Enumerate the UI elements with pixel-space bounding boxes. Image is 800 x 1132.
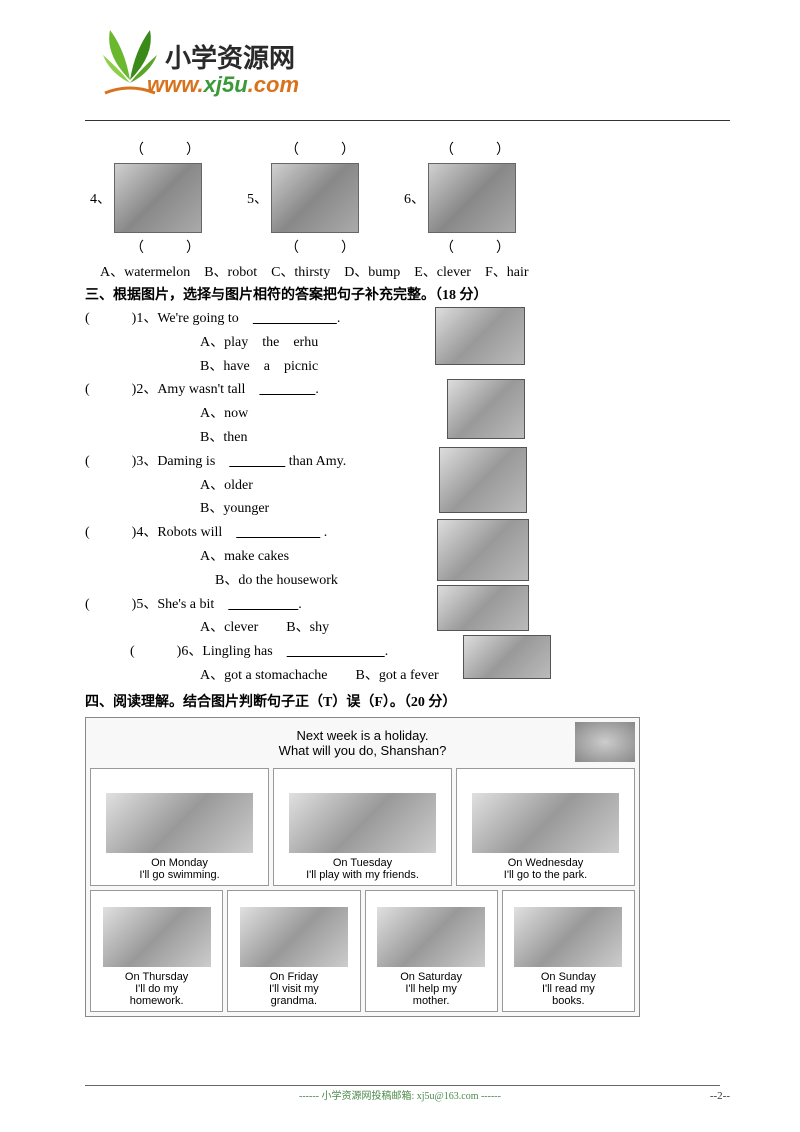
cell-image xyxy=(514,907,622,967)
reading-panel: Next week is a holiday. What will you do… xyxy=(85,717,640,1017)
image-row: 4、 5、 6、 xyxy=(90,163,730,233)
cell-image xyxy=(240,907,348,967)
header-logo: 小学资源网 www.xj5u.com xyxy=(85,20,730,115)
img-num-5: 5、 xyxy=(247,188,268,208)
cell-thursday: On Thursday I'll do my homework. xyxy=(90,890,223,1012)
page-number: --2-- xyxy=(710,1090,730,1102)
img-num-4: 4、 xyxy=(90,188,111,208)
q4-image xyxy=(437,519,529,581)
cell-image xyxy=(377,907,485,967)
question-image-5 xyxy=(271,163,359,233)
footer-text: ------ 小学资源网投稿邮箱: xj5u@163.com ------ xyxy=(0,1087,800,1102)
q4-stem: ( )4、Robots will . xyxy=(85,521,730,545)
cell-saturday: On Saturday I'll help my mother. xyxy=(365,890,498,1012)
character-icon xyxy=(575,722,635,762)
cell-image xyxy=(289,793,436,853)
header-divider xyxy=(85,120,730,121)
logo-url: www.xj5u.com xyxy=(147,72,299,98)
paren-blank: （ ） xyxy=(285,237,440,257)
cell-image xyxy=(103,907,211,967)
q1-stem: ( )1、We're going to . xyxy=(85,307,730,331)
q5-stem: ( )5、She's a bit . xyxy=(85,593,730,617)
cell-image xyxy=(106,793,253,853)
footer-divider xyxy=(85,1085,720,1086)
cell-monday: On Monday I'll go swimming. xyxy=(90,768,269,886)
paren-row-bottom: （ ） （ ） （ ） xyxy=(130,237,730,257)
paren-blank: （ ） xyxy=(285,139,440,159)
q6-stem: ( )6、Lingling has . xyxy=(130,640,730,664)
paren-blank: （ ） xyxy=(440,237,595,257)
paren-blank: （ ） xyxy=(130,139,285,159)
paren-blank: （ ） xyxy=(130,237,285,257)
q5-image xyxy=(437,585,529,631)
reading-row1: On Monday I'll go swimming. On Tuesday I… xyxy=(90,768,635,886)
question-image-6 xyxy=(428,163,516,233)
q6-image xyxy=(463,635,551,679)
cell-sunday: On Sunday I'll read my books. xyxy=(502,890,635,1012)
reading-row2: On Thursday I'll do my homework. On Frid… xyxy=(90,890,635,1012)
cell-tuesday: On Tuesday I'll play with my friends. xyxy=(273,768,452,886)
q3-image xyxy=(439,447,527,513)
q2-stem: ( )2、Amy wasn't tall . xyxy=(85,378,730,402)
q1-image xyxy=(435,307,525,365)
section4-title: 四、阅读理解。结合图片判断句子正（T）误（F）。（20 分） xyxy=(85,691,730,711)
question-image-4 xyxy=(114,163,202,233)
cell-wednesday: On Wednesday I'll go to the park. xyxy=(456,768,635,886)
section2-options: A、watermelon B、robot C、thirsty D、bump E、… xyxy=(100,261,730,281)
cell-image xyxy=(472,793,619,853)
paren-blank: （ ） xyxy=(440,139,595,159)
section3-title: 三、根据图片，选择与图片相符的答案把句子补充完整。（18 分） xyxy=(85,284,730,304)
img-num-6: 6、 xyxy=(404,188,425,208)
q3-stem: ( )3、Daming is than Amy. xyxy=(85,450,730,474)
paren-row-top: （ ） （ ） （ ） xyxy=(130,139,730,159)
logo-title: 小学资源网 xyxy=(165,38,295,75)
cell-friday: On Friday I'll visit my grandma. xyxy=(227,890,360,1012)
reading-prompt: Next week is a holiday. What will you do… xyxy=(90,722,635,768)
q2-image xyxy=(447,379,525,439)
